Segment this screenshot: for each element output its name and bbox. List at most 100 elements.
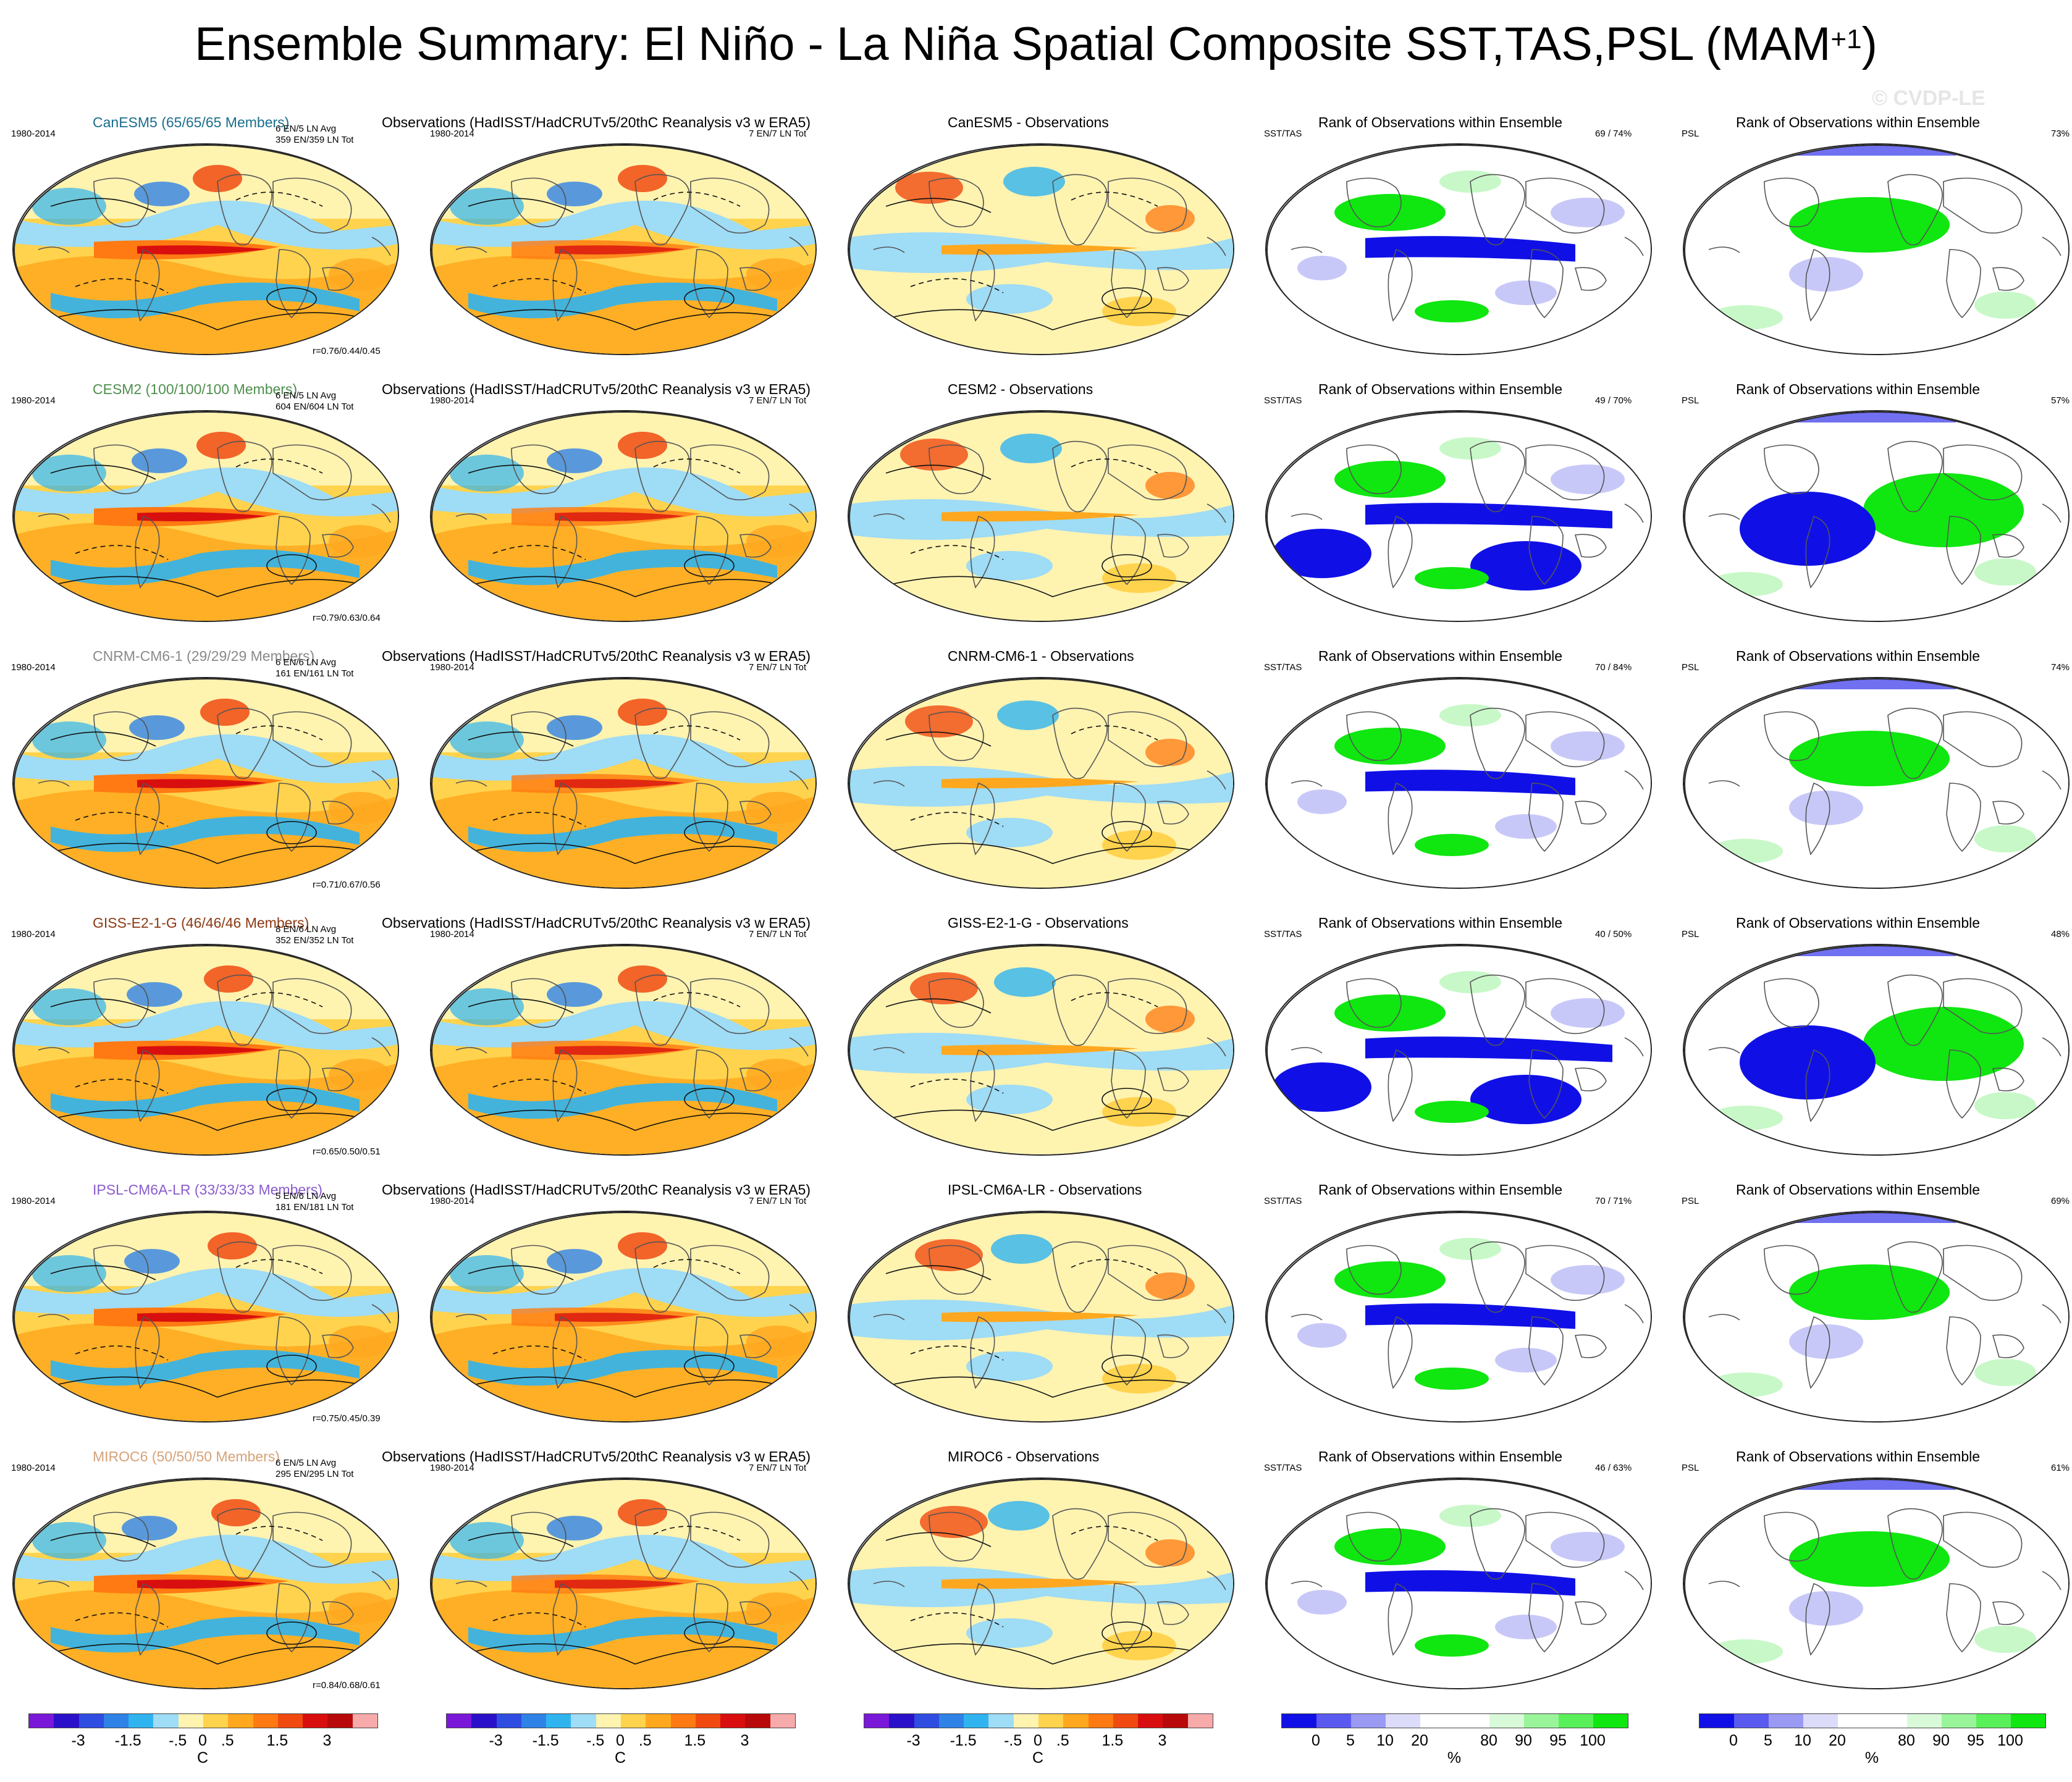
colorbar-swatch bbox=[1187, 1714, 1213, 1728]
model-panel: GISS-E2-1-G (46/46/46 Members) 1980-2014… bbox=[4, 897, 411, 1164]
rank-title: Rank of Observations within Ensemble bbox=[1736, 648, 1981, 664]
rank-sst-value: 46 / 63% bbox=[1595, 1463, 1632, 1473]
colorbar-swatch bbox=[646, 1714, 671, 1728]
rank-title: Rank of Observations within Ensemble bbox=[1318, 648, 1563, 664]
watermark: © CVDP-LE bbox=[1872, 86, 1986, 110]
model-tot-info: 181 EN/181 LN Tot bbox=[276, 1202, 354, 1213]
model-panel: IPSL-CM6A-LR (33/33/33 Members) 1980-201… bbox=[4, 1164, 411, 1431]
colorbar-swatch bbox=[29, 1714, 54, 1728]
rank-psl-label: PSL bbox=[1682, 929, 1699, 939]
colorbar-swatch bbox=[1559, 1714, 1593, 1728]
obs-period: 1980-2014 bbox=[430, 128, 474, 139]
model-tot-info: 604 EN/604 LN Tot bbox=[276, 401, 354, 412]
colorbar-swatch bbox=[620, 1714, 646, 1728]
colorbar-swatch bbox=[1524, 1714, 1559, 1728]
rank-psl-map bbox=[1683, 410, 2070, 622]
rank-title: Rank of Observations within Ensemble bbox=[1736, 114, 1981, 130]
colorbar-swatch bbox=[864, 1714, 890, 1728]
colorbar-swatch bbox=[327, 1714, 353, 1728]
colorbar-swatch bbox=[1907, 1714, 1942, 1728]
colorbar-swatch bbox=[1138, 1714, 1163, 1728]
rank-sst-map bbox=[1265, 1477, 1652, 1689]
colorbar-swatch bbox=[1013, 1714, 1038, 1728]
diff-title: CanESM5 - Observations bbox=[948, 114, 1109, 130]
rank-psl-value: 69% bbox=[2051, 1196, 2070, 1206]
colorbar-tick-label: 80 bbox=[1480, 1732, 1497, 1749]
model-period: 1980-2014 bbox=[11, 1463, 56, 1473]
obs-panel: Observations (HadISST/HadCRUTv5/20thC Re… bbox=[382, 1164, 829, 1431]
colorbar-swatch bbox=[1088, 1714, 1113, 1728]
model-en-info: 6 EN/5 LN Avg bbox=[276, 124, 337, 134]
obs-panel: Observations (HadISST/HadCRUTv5/20thC Re… bbox=[382, 1431, 829, 1697]
obs-composite-map bbox=[430, 677, 817, 889]
colorbar-swatch bbox=[745, 1714, 770, 1728]
diff-map bbox=[848, 143, 1234, 355]
rank-sst-label: SST/TAS bbox=[1264, 1463, 1302, 1473]
diff-map bbox=[848, 1477, 1234, 1689]
rank-psl-label: PSL bbox=[1682, 662, 1699, 673]
model-title: IPSL-CM6A-LR (33/33/33 Members) bbox=[93, 1182, 322, 1198]
rank-sst-panel: Rank of Observations within Ensemble SST… bbox=[1257, 1164, 1664, 1431]
obs-info: 7 EN/7 LN Tot bbox=[749, 1463, 807, 1473]
rank-title: Rank of Observations within Ensemble bbox=[1736, 381, 1981, 397]
colorbar-swatch bbox=[471, 1714, 497, 1728]
colorbar-tick-label: 5 bbox=[1764, 1732, 1772, 1749]
rank-psl-label: PSL bbox=[1682, 128, 1699, 139]
rank-psl-panel: Rank of Observations within Ensemble PSL… bbox=[1674, 96, 2072, 363]
colorbar-swatch bbox=[938, 1714, 964, 1728]
diff-panel: CNRM-CM6-1 - Observations bbox=[839, 630, 1247, 897]
rank-title: Rank of Observations within Ensemble bbox=[1318, 1448, 1563, 1465]
model-period: 1980-2014 bbox=[11, 1196, 56, 1206]
model-composite-map bbox=[12, 1477, 399, 1689]
rank-psl-map bbox=[1683, 1211, 2070, 1423]
rank-title: Rank of Observations within Ensemble bbox=[1318, 114, 1563, 130]
rank-title: Rank of Observations within Ensemble bbox=[1736, 1182, 1981, 1198]
colorbar-swatch bbox=[1351, 1714, 1386, 1728]
diff-map bbox=[848, 410, 1234, 622]
colorbar-tick-label: 10 bbox=[1794, 1732, 1811, 1749]
colorbar-swatch bbox=[770, 1714, 795, 1728]
colorbar-tick-label: 20 bbox=[1411, 1732, 1428, 1749]
page-title: Ensemble Summary: El Niño - La Niña Spat… bbox=[0, 14, 2072, 75]
obs-title: Observations (HadISST/HadCRUTv5/20thC Re… bbox=[382, 648, 811, 664]
rank-sst-label: SST/TAS bbox=[1264, 929, 1302, 939]
diff-panel: CESM2 - Observations bbox=[839, 363, 1247, 630]
colorbar-swatch bbox=[1593, 1714, 1628, 1728]
colorbar-tick-label: 3 bbox=[322, 1732, 332, 1749]
obs-composite-map bbox=[430, 1211, 817, 1423]
model-title: CESM2 (100/100/100 Members) bbox=[93, 381, 298, 397]
colorbar-swatch bbox=[303, 1714, 328, 1728]
colorbar-swatch bbox=[695, 1714, 721, 1728]
colorbar-unit: % bbox=[1864, 1749, 1879, 1767]
model-tot-info: 161 EN/161 LN Tot bbox=[276, 668, 354, 679]
colorbar-tick-label: 3 bbox=[740, 1732, 749, 1749]
rank-sst-panel: Rank of Observations within Ensemble SST… bbox=[1257, 630, 1664, 897]
colorbar-swatch bbox=[253, 1714, 278, 1728]
rank-sst-label: SST/TAS bbox=[1264, 128, 1302, 139]
rank-psl-label: PSL bbox=[1682, 1196, 1699, 1206]
colorbar-swatch bbox=[1803, 1714, 1838, 1728]
pattern-correlation: r=0.84/0.68/0.61 bbox=[313, 1680, 381, 1691]
obs-info: 7 EN/7 LN Tot bbox=[749, 1196, 807, 1206]
rank-psl-map bbox=[1683, 677, 2070, 889]
rank-sst-map bbox=[1265, 410, 1652, 622]
model-en-info: 6 EN/5 LN Avg bbox=[276, 1458, 337, 1468]
diff-map bbox=[848, 1211, 1234, 1423]
colorbar-tick-label: 90 bbox=[1932, 1732, 1950, 1749]
rank-psl-label: PSL bbox=[1682, 1463, 1699, 1473]
colorbar-tick-label: -3 bbox=[71, 1732, 85, 1749]
rank-sst-panel: Rank of Observations within Ensemble SST… bbox=[1257, 897, 1664, 1164]
diff-title: GISS-E2-1-G - Observations bbox=[948, 915, 1129, 931]
colorbar-swatch bbox=[352, 1714, 377, 1728]
colorbar-tick-label: 100 bbox=[1997, 1732, 2023, 1749]
colorbar-tick-label: 0 bbox=[1729, 1732, 1738, 1749]
colorbar-swatch bbox=[1489, 1714, 1524, 1728]
obs-panel: Observations (HadISST/HadCRUTv5/20thC Re… bbox=[382, 630, 829, 897]
colorbar-tick-label: 0 bbox=[1312, 1732, 1320, 1749]
colorbar-swatch bbox=[178, 1714, 203, 1728]
model-title: GISS-E2-1-G (46/46/46 Members) bbox=[93, 915, 310, 931]
colorbar-swatch bbox=[1976, 1714, 2011, 1728]
colorbar-tick-label: 5 bbox=[1346, 1732, 1355, 1749]
title-superscript: +1 bbox=[1830, 24, 1862, 54]
model-tot-info: 352 EN/352 LN Tot bbox=[276, 935, 354, 946]
